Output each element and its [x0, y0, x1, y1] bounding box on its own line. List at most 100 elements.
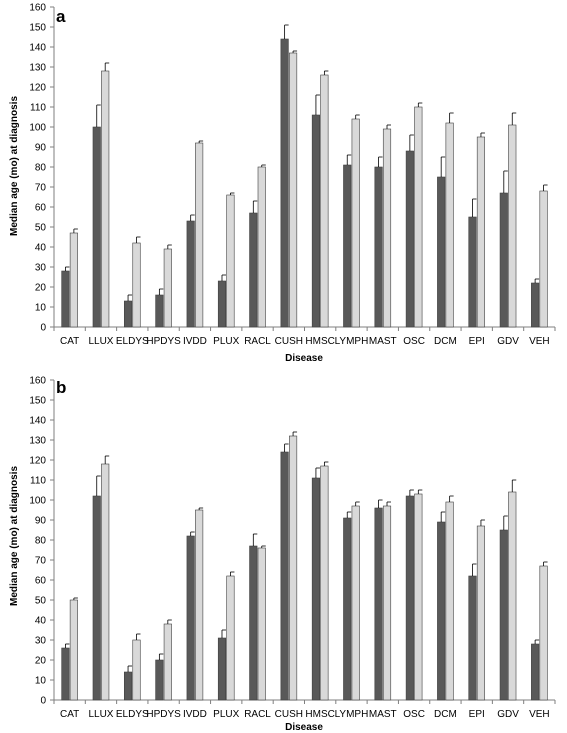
- panel-a-x-tick-label: LYMPH: [335, 336, 369, 347]
- panel-b-y-tick-label: 130: [29, 436, 46, 447]
- panel-b-bar-s2-epi: [476, 525, 486, 701]
- panel-a-bar-s1-cat: [61, 270, 70, 328]
- panel-b-y-tick-label: 160: [29, 376, 46, 387]
- panel-a-y-tick-label: 150: [29, 23, 46, 34]
- panel-b-bar-s1-mast: [374, 507, 383, 701]
- panel-a-y-tick-label: 160: [29, 3, 46, 14]
- panel-b-y-tick-label: 100: [29, 496, 46, 507]
- panel-b-bar-s1-osc: [405, 495, 414, 701]
- panel-b-x-tick-label: LLUX: [88, 709, 113, 720]
- panel-a-bar-s1-lymph: [343, 164, 352, 328]
- panel-b-x-tick-label: RACL: [244, 709, 271, 720]
- panel-a-x-tick-label: PLUX: [213, 336, 239, 347]
- panel-a-y-tick-label: 110: [30, 103, 46, 114]
- panel-b-bar-s2-hpdys: [163, 623, 172, 701]
- panel-a-bar-s2-cat: [69, 232, 78, 328]
- panel-a-bar-s1-plux: [217, 280, 227, 328]
- panel-a-y-tick-label: 70: [35, 183, 47, 194]
- chart-panel-b: b Median age (mo) at diagnosis Disease 0…: [9, 376, 556, 733]
- panel-a-bar-s2-llux: [101, 70, 110, 328]
- panel-a-bar-s1-epi: [468, 216, 477, 328]
- panel-b-bar-s1-eldys: [123, 671, 133, 701]
- panel-a-x-tick-label: LLUX: [88, 336, 113, 347]
- panel-b-y-tick-label: 120: [29, 456, 46, 467]
- panel-b-y-tick-label: 40: [35, 616, 47, 627]
- panel-a-x-tick-label: HPDYS: [146, 336, 181, 347]
- panel-b-bar-s1-gdv: [499, 529, 508, 701]
- panel-b-bar-s2-cush: [289, 435, 298, 701]
- panel-b-bar-s2-gdv: [508, 491, 517, 701]
- panel-a-bar-s1-osc: [405, 150, 414, 328]
- panel-b-y-tick-label: 60: [35, 576, 47, 587]
- panel-b-bar-s1-plux: [217, 637, 227, 701]
- panel-b-y-tick-label: 150: [29, 396, 46, 407]
- panel-b-y-tick-label: 30: [35, 636, 47, 647]
- panel-b-bar-s1-cat: [61, 647, 70, 701]
- panel-a-bar-s2-veh: [539, 190, 548, 328]
- panel-b-x-tick-label: MAST: [369, 709, 397, 720]
- panel-b-bar-s2-cat: [69, 599, 78, 701]
- panel-a-bar-s1-gdv: [499, 192, 508, 328]
- panel-b-bar-s2-llux: [101, 463, 110, 701]
- panel-b-letter: b: [56, 378, 66, 397]
- panel-a-x-tick-label: HMSC: [305, 336, 334, 347]
- panel-a-letter: a: [56, 7, 66, 26]
- panel-b-bar-s2-plux: [226, 575, 235, 701]
- panel-b-x-tick-label: EPI: [469, 709, 485, 720]
- panel-b-bar-s2-dcm: [445, 501, 454, 701]
- panel-a-y-tick-label: 20: [35, 283, 47, 294]
- panel-b-bar-s1-hpdys: [155, 659, 164, 701]
- panel-a-x-tick-label: CAT: [60, 336, 79, 347]
- panel-b-y-tick-label: 110: [30, 476, 46, 487]
- panel-a-y-tick-label: 40: [35, 243, 47, 254]
- chart-panel-a: a Median age (mo) at diagnosis Disease 0…: [9, 3, 556, 364]
- panel-a-bar-s2-dcm: [445, 122, 454, 328]
- panel-b-bar-s2-lymph: [351, 505, 360, 701]
- panel-a-x-tick-label: ELDYS: [116, 336, 149, 347]
- panel-b-bar-s1-ivdd: [186, 535, 195, 701]
- panel-b-bar-s1-veh: [531, 643, 540, 701]
- panel-b-x-tick-label: PLUX: [213, 709, 239, 720]
- panel-a-bar-s2-eldys: [132, 242, 141, 328]
- panel-b-bar-s1-hmsc: [311, 477, 320, 701]
- panel-a-x-axis-title: Disease: [285, 353, 323, 364]
- panel-b-x-tick-label: ELDYS: [116, 709, 149, 720]
- panel-b-bar-s2-hmsc: [320, 465, 329, 701]
- panel-b-y-tick-label: 140: [29, 416, 46, 427]
- panel-a-bar-s1-veh: [531, 282, 540, 328]
- panel-b-y-tick-label: 50: [35, 596, 47, 607]
- panel-b-x-tick-label: LYMPH: [335, 709, 369, 720]
- panel-a-bar-s2-racl: [257, 166, 266, 328]
- panel-a-x-tick-label: EPI: [469, 336, 485, 347]
- panel-b-x-tick-label: OSC: [403, 709, 425, 720]
- panel-a-y-tick-label: 140: [29, 43, 46, 54]
- panel-b-y-tick-label: 90: [35, 516, 47, 527]
- panel-b-y-tick-label: 80: [35, 536, 47, 547]
- panel-b-bar-s2-eldys: [132, 639, 141, 701]
- panel-a-y-tick-label: 60: [35, 203, 47, 214]
- panel-a-x-tick-label: DCM: [434, 336, 457, 347]
- panel-a-bar-s2-plux: [226, 194, 235, 328]
- panel-a-y-axis-title: Median age (mo) at diagnosis: [9, 96, 20, 236]
- panel-a-y-tick-label: 80: [35, 163, 47, 174]
- panel-a-bar-s1-racl: [249, 212, 258, 328]
- panel-b-bar-s1-lymph: [343, 517, 352, 701]
- panel-b-y-tick-label: 70: [35, 556, 47, 567]
- panel-b-bar-s2-veh: [539, 565, 548, 701]
- panel-b-bar-s2-mast: [382, 505, 392, 701]
- panel-b-x-tick-label: DCM: [434, 709, 457, 720]
- panel-b-x-axis-title: Disease: [285, 722, 323, 733]
- panel-b-y-tick-label: 20: [35, 656, 47, 667]
- panel-b-x-tick-label: HMSC: [305, 709, 334, 720]
- panel-a-bar-s1-cush: [280, 38, 289, 328]
- panel-b-bar-s1-epi: [468, 575, 477, 701]
- panel-b-bar-s1-cush: [280, 451, 289, 701]
- panel-a-bar-s2-ivdd: [195, 142, 204, 328]
- panel-b-bar-s2-osc: [414, 493, 423, 701]
- panel-b-bar-s1-racl: [249, 545, 258, 701]
- panel-b-y-tick-label: 0: [40, 696, 46, 707]
- panel-a-bar-s2-epi: [476, 136, 486, 328]
- panel-b-x-tick-label: HPDYS: [146, 709, 181, 720]
- panel-b-x-tick-label: CAT: [60, 709, 79, 720]
